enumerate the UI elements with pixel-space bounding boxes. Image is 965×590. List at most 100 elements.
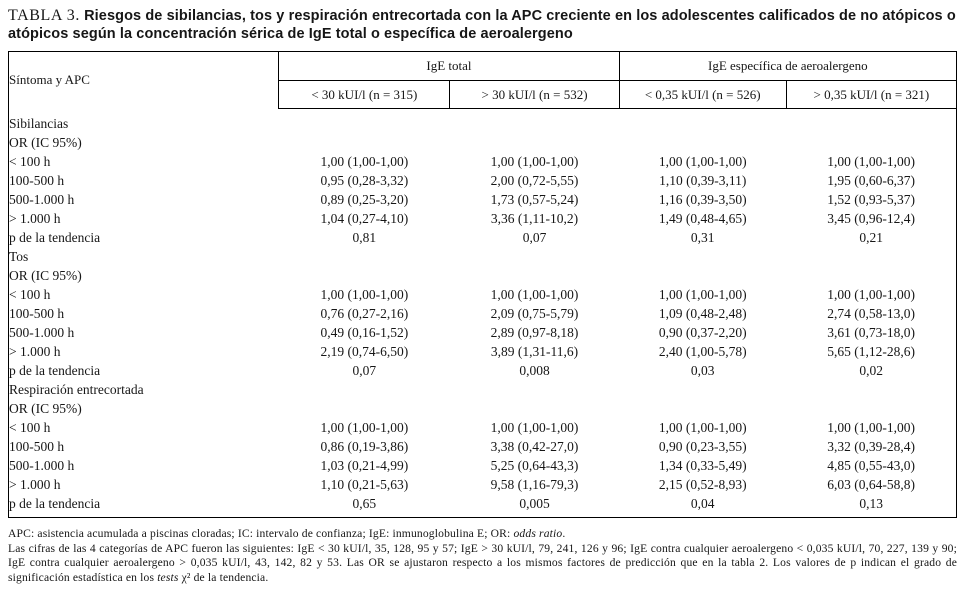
data-row: 500-1.000 h 0,89 (0,25-3,20) 1,73 (0,57-5,… [9, 190, 957, 209]
footnote-detail-end: χ² de la tendencia. [178, 570, 269, 584]
p-trend-value: 0,005 [519, 496, 550, 511]
or-value: 1,16 (0,39-3,50) [658, 192, 747, 207]
or-value: 1,73 (0,57-5,24) [490, 192, 579, 207]
data-row: 500-1.000 h 1,03 (0,21-4,99) 5,25 (0,64-43… [9, 456, 957, 475]
or-value: 2,19 (0,74-6,50) [320, 344, 409, 359]
row-label: 500-1.000 h [9, 192, 75, 207]
or-value: 4,85 (0,55-43,0) [827, 458, 916, 473]
row-label: 100-500 h [9, 306, 65, 321]
or-value: 2,15 (0,52-8,93) [658, 477, 747, 492]
column-header-sintoma-apc: Síntoma y APC [8, 51, 280, 109]
or-value: 3,45 (0,96-12,4) [827, 211, 916, 226]
or-value: 2,74 (0,58-13,0) [827, 306, 916, 321]
p-trend-value: 0,02 [859, 363, 883, 378]
or-value: 0,86 (0,19-3,86) [320, 439, 409, 454]
data-row: 100-500 h 0,95 (0,28-3,32) 2,00 (0,72-5,55… [9, 171, 957, 190]
or-value: 5,25 (0,64-43,3) [490, 458, 579, 473]
or-subheader-row: OR (IC 95%) [9, 133, 957, 152]
table-body: Sibilancias OR (IC 95%) < 100 h 1,00 (1,00-… [9, 109, 957, 518]
p-trend-label: p de la tendencia [9, 230, 101, 245]
or-value: 1,49 (0,48-4,65) [658, 211, 747, 226]
or-value: 3,36 (1,11-10,2) [490, 211, 579, 226]
footnote-detail-text: Las cifras de las 4 categorías de APC fu… [8, 541, 957, 584]
or-value: 0,89 (0,25-3,20) [320, 192, 409, 207]
or-subheader-label: OR (IC 95%) [9, 401, 82, 416]
or-subheader-row: OR (IC 95%) [9, 399, 957, 418]
or-value: 6,03 (0,64-58,8) [827, 477, 916, 492]
or-value: 1,52 (0,93-5,37) [827, 192, 916, 207]
footnote-abbreviations: APC: asistencia acumulada a piscinas clo… [8, 527, 957, 542]
or-value: 1,34 (0,33-5,49) [658, 458, 747, 473]
p-trend-value: 0,008 [519, 363, 550, 378]
or-value: 2,40 (1,00-5,78) [658, 344, 747, 359]
or-value: 1,00 (1,00-1,00) [320, 287, 409, 302]
row-label: 100-500 h [9, 173, 65, 188]
data-row: < 100 h 1,00 (1,00-1,00) 1,00 (1,00-1,00) 1… [9, 152, 957, 171]
p-trend-value: 0,07 [352, 363, 377, 378]
row-label: > 1.000 h [9, 477, 61, 492]
data-row: < 100 h 1,00 (1,00-1,00) 1,00 (1,00-1,00) 1… [9, 418, 957, 437]
or-value: 1,00 (1,00-1,00) [490, 287, 579, 302]
or-subheader-label: OR (IC 95%) [9, 268, 82, 283]
section-label: Sibilancias [9, 116, 69, 131]
or-value: 1,00 (1,00-1,00) [490, 420, 579, 435]
p-trend-value: 0,03 [690, 363, 715, 378]
or-value: 1,00 (1,00-1,00) [658, 287, 747, 302]
row-label: 500-1.000 h [9, 458, 75, 473]
or-value: 3,61 (0,73-18,0) [827, 325, 916, 340]
section-row: Respiración entrecortada [9, 380, 957, 399]
or-value: 5,65 (1,12-28,6) [827, 344, 916, 359]
or-value: 2,09 (0,75-5,79) [490, 306, 579, 321]
p-trend-row: p de la tendencia 0,65 0,005 0,04 0,13 [9, 494, 957, 518]
or-value: 1,04 (0,27-4,10) [320, 211, 409, 226]
table-caption: TABLA 3. Riesgos de sibilancias, tos y r… [8, 7, 957, 43]
or-value: 1,10 (0,39-3,11) [659, 173, 747, 188]
footnote-abbr-italic: odds ratio [513, 527, 563, 540]
data-row: > 1.000 h 1,04 (0,27-4,10) 3,36 (1,11-10,2… [9, 209, 957, 228]
data-row: 100-500 h 0,86 (0,19-3,86) 3,38 (0,42-27,0… [9, 437, 957, 456]
or-value: 2,89 (0,97-8,18) [490, 325, 579, 340]
or-value: 1,00 (1,00-1,00) [658, 154, 747, 169]
section-row: Tos [9, 247, 957, 266]
data-row: 100-500 h 0,76 (0,27-2,16) 2,09 (0,75-5,79… [9, 304, 957, 323]
or-value: 2,00 (0,72-5,55) [490, 173, 579, 188]
or-value: 1,00 (1,00-1,00) [320, 420, 409, 435]
p-trend-row: p de la tendencia 0,81 0,07 0,31 0,21 [9, 228, 957, 247]
p-trend-label: p de la tendencia [9, 496, 101, 511]
or-value: 0,90 (0,37-2,20) [658, 325, 747, 340]
or-value: 0,76 (0,27-2,16) [320, 306, 409, 321]
or-value: 9,58 (1,16-79,3) [490, 477, 579, 492]
or-value: 3,32 (0,39-28,4) [827, 439, 916, 454]
p-trend-label: p de la tendencia [9, 363, 101, 378]
or-value: 1,10 (0,21-5,63) [320, 477, 409, 492]
data-row: < 100 h 1,00 (1,00-1,00) 1,00 (1,00-1,00) 1… [9, 285, 957, 304]
column-header-gt30: > 30 kUI/l (n = 532) [449, 80, 620, 109]
p-trend-row: p de la tendencia 0,07 0,008 0,03 0,02 [9, 361, 957, 380]
or-value: 1,00 (1,00-1,00) [827, 287, 916, 302]
or-value: 1,00 (1,00-1,00) [490, 154, 579, 169]
column-header-lt30: < 30 kUI/l (n = 315) [278, 80, 451, 109]
p-trend-value: 0,07 [522, 230, 547, 245]
section-label: Respiración entrecortada [9, 382, 144, 397]
row-label: < 100 h [9, 420, 51, 435]
sub-header-row: < 30 kUI/l (n = 315) > 30 kUI/l (n = 532… [9, 80, 957, 109]
section-label: Tos [9, 249, 29, 264]
section-row: Sibilancias [9, 109, 957, 134]
row-label: < 100 h [9, 154, 51, 169]
column-header-lt035: < 0,35 kUI/l (n = 526) [619, 80, 787, 109]
row-label: > 1.000 h [9, 344, 61, 359]
or-value: 1,00 (1,00-1,00) [320, 154, 409, 169]
footnote-abbr-text: APC: asistencia acumulada a piscinas clo… [8, 527, 514, 540]
row-label: < 100 h [9, 287, 51, 302]
p-trend-value: 0,65 [352, 496, 377, 511]
or-value: 1,00 (1,00-1,00) [827, 420, 916, 435]
footnote-details: Las cifras de las 4 categorías de APC fu… [8, 542, 957, 586]
or-value: 1,00 (1,00-1,00) [658, 420, 747, 435]
p-trend-value: 0,81 [352, 230, 377, 245]
table-header: Síntoma y APC IgE total IgE específica d… [8, 51, 957, 109]
data-row: 500-1.000 h 0,49 (0,16-1,52) 2,89 (0,97-8,… [9, 323, 957, 342]
p-trend-value: 0,21 [859, 230, 883, 245]
table-number: TABLA 3. [8, 7, 80, 24]
group-header-ige-especifica: IgE específica de aeroalergeno [619, 51, 957, 81]
